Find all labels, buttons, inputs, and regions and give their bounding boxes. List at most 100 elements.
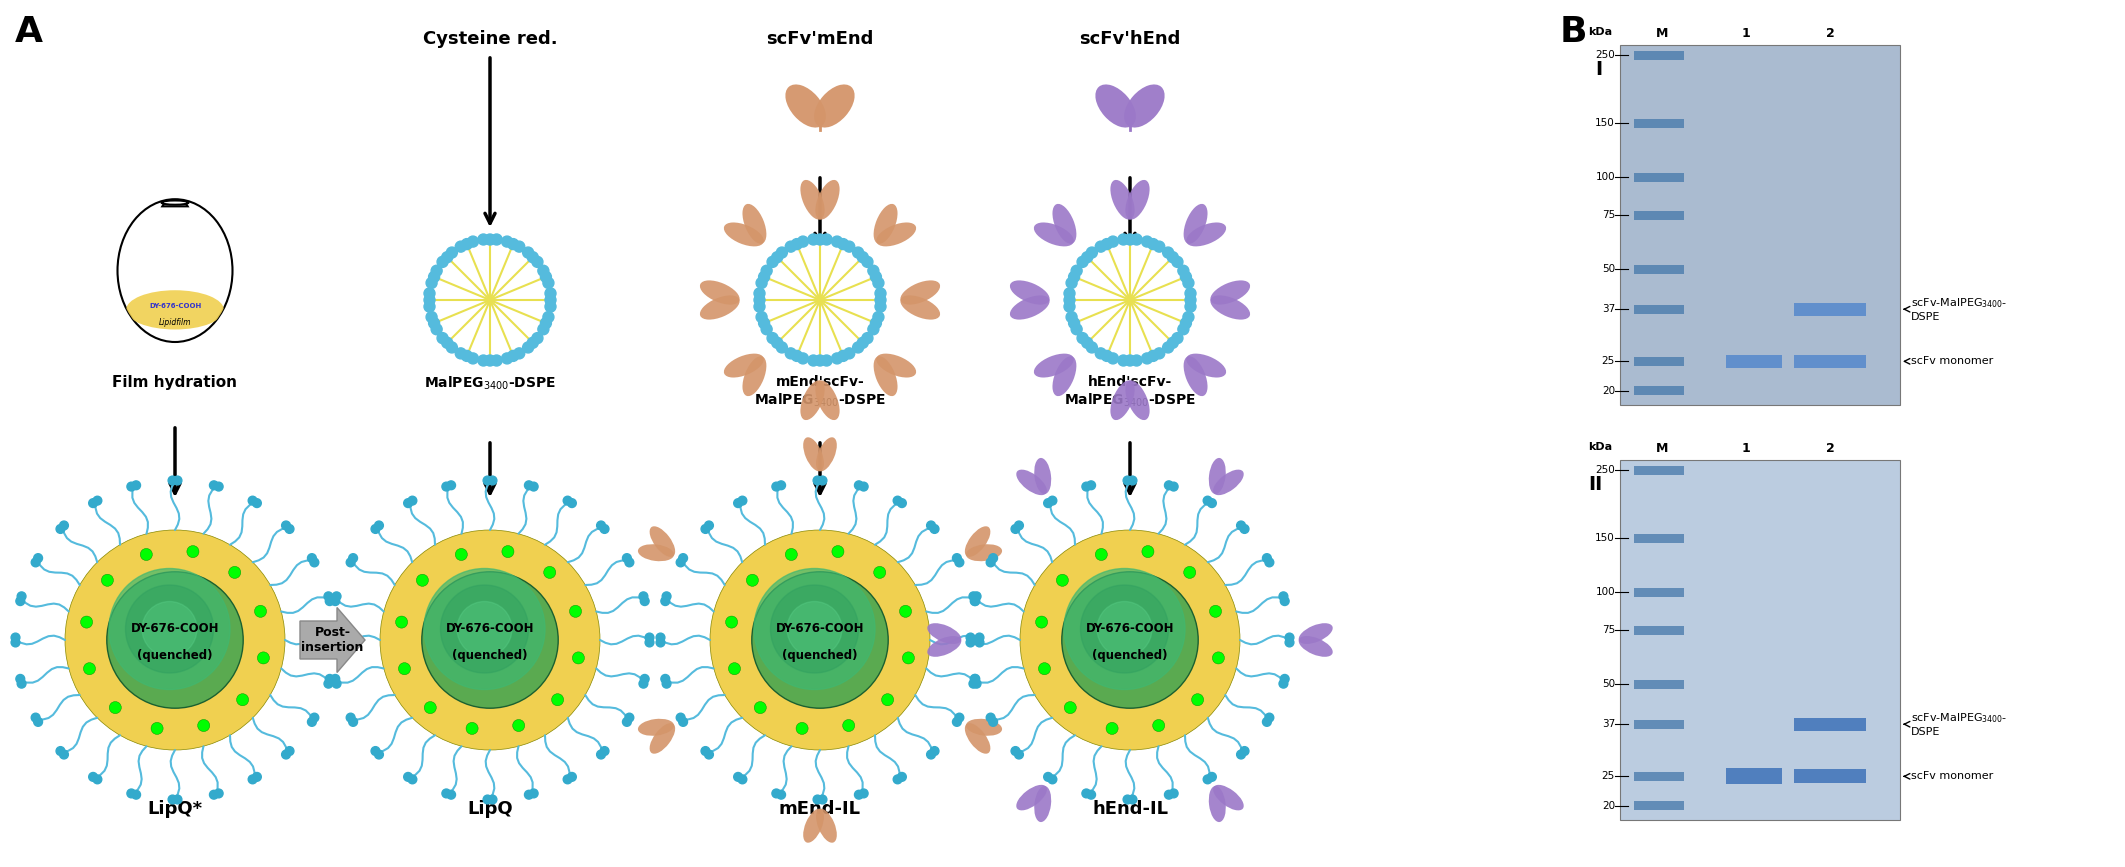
Circle shape xyxy=(1262,554,1271,563)
Bar xyxy=(1634,772,1685,781)
Circle shape xyxy=(446,791,455,799)
Circle shape xyxy=(1080,585,1169,673)
Circle shape xyxy=(892,775,901,784)
Circle shape xyxy=(1162,342,1173,353)
Bar xyxy=(1726,767,1783,784)
Circle shape xyxy=(482,476,491,485)
Bar xyxy=(1634,588,1685,596)
Circle shape xyxy=(1184,277,1194,289)
Circle shape xyxy=(778,481,786,490)
Ellipse shape xyxy=(967,544,1003,561)
Circle shape xyxy=(253,772,261,781)
Circle shape xyxy=(820,355,833,366)
Circle shape xyxy=(404,772,412,781)
Circle shape xyxy=(1213,652,1224,664)
Circle shape xyxy=(431,323,442,335)
Circle shape xyxy=(778,791,786,799)
Circle shape xyxy=(858,482,869,491)
Circle shape xyxy=(1094,241,1107,252)
Circle shape xyxy=(1130,355,1141,366)
Circle shape xyxy=(771,789,780,798)
Circle shape xyxy=(1167,337,1177,349)
Circle shape xyxy=(1105,722,1118,734)
Circle shape xyxy=(678,718,688,727)
Circle shape xyxy=(623,718,631,727)
Text: kDa: kDa xyxy=(1587,442,1613,452)
Circle shape xyxy=(1141,353,1152,364)
Ellipse shape xyxy=(816,809,837,843)
Circle shape xyxy=(876,288,886,299)
Circle shape xyxy=(1186,301,1196,312)
Circle shape xyxy=(442,337,453,349)
Circle shape xyxy=(529,482,538,491)
Circle shape xyxy=(89,772,98,781)
Circle shape xyxy=(425,701,436,714)
Text: 75: 75 xyxy=(1602,211,1615,220)
Circle shape xyxy=(873,566,886,578)
Circle shape xyxy=(468,236,478,247)
Ellipse shape xyxy=(816,381,839,420)
Text: 25: 25 xyxy=(1602,356,1615,367)
Circle shape xyxy=(17,592,26,601)
Circle shape xyxy=(323,679,334,688)
Text: scFv monomer: scFv monomer xyxy=(1910,772,1993,781)
Circle shape xyxy=(404,499,412,507)
Circle shape xyxy=(818,795,827,804)
Circle shape xyxy=(172,476,183,485)
Circle shape xyxy=(808,234,818,245)
Circle shape xyxy=(1128,795,1137,804)
Circle shape xyxy=(446,342,457,353)
Circle shape xyxy=(1118,234,1128,245)
Circle shape xyxy=(1086,791,1096,799)
Circle shape xyxy=(597,750,606,759)
Circle shape xyxy=(525,481,533,490)
Circle shape xyxy=(168,795,176,804)
Circle shape xyxy=(372,746,380,755)
Circle shape xyxy=(903,652,914,664)
Circle shape xyxy=(844,720,854,732)
Circle shape xyxy=(790,238,803,250)
Ellipse shape xyxy=(901,280,939,304)
Circle shape xyxy=(1241,746,1250,755)
Circle shape xyxy=(754,288,765,299)
Circle shape xyxy=(971,679,982,688)
Circle shape xyxy=(975,633,984,642)
Circle shape xyxy=(1164,481,1173,490)
Ellipse shape xyxy=(650,526,676,557)
Circle shape xyxy=(257,652,270,664)
Circle shape xyxy=(527,251,538,263)
Circle shape xyxy=(837,350,848,362)
Circle shape xyxy=(1071,323,1082,335)
Circle shape xyxy=(876,295,886,305)
Circle shape xyxy=(954,558,965,567)
Circle shape xyxy=(108,569,230,689)
Text: mEnd-IL: mEnd-IL xyxy=(780,800,861,818)
Circle shape xyxy=(1069,317,1080,329)
Bar xyxy=(1794,355,1866,368)
Ellipse shape xyxy=(1016,785,1048,811)
Circle shape xyxy=(701,525,710,533)
Text: 37: 37 xyxy=(1602,720,1615,729)
Circle shape xyxy=(348,718,357,727)
Ellipse shape xyxy=(638,719,674,736)
Ellipse shape xyxy=(699,296,739,320)
Ellipse shape xyxy=(742,204,767,244)
Circle shape xyxy=(34,554,42,563)
Circle shape xyxy=(761,265,771,277)
Text: scFv monomer: scFv monomer xyxy=(1910,356,1993,367)
Text: MalPEG$_{3400}$-DSPE: MalPEG$_{3400}$-DSPE xyxy=(425,375,557,393)
Circle shape xyxy=(285,525,293,533)
Circle shape xyxy=(1043,772,1052,781)
Circle shape xyxy=(132,481,140,490)
Circle shape xyxy=(831,545,844,557)
Circle shape xyxy=(1177,323,1188,335)
Circle shape xyxy=(1048,496,1056,505)
Circle shape xyxy=(1173,257,1184,267)
Circle shape xyxy=(142,602,198,656)
Ellipse shape xyxy=(1126,381,1150,420)
Circle shape xyxy=(676,558,684,567)
Circle shape xyxy=(236,694,249,706)
Circle shape xyxy=(489,476,497,485)
Circle shape xyxy=(1082,337,1092,349)
Circle shape xyxy=(733,499,742,507)
